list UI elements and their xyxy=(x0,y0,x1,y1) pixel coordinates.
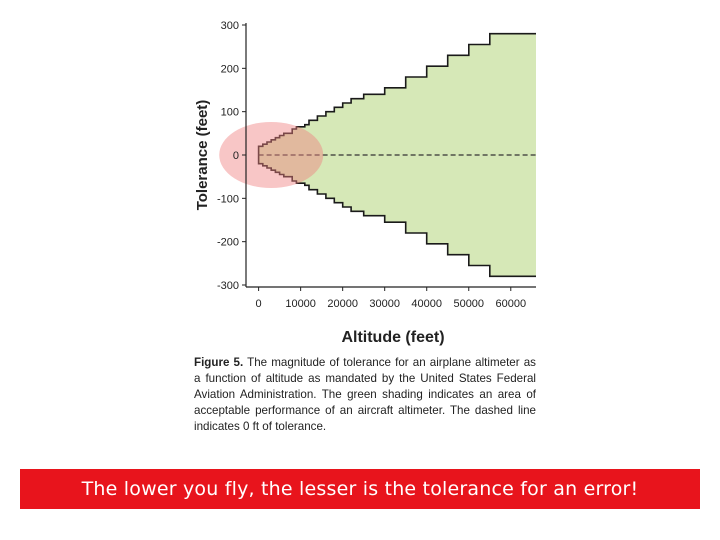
y-tick-label: 0 xyxy=(233,150,239,162)
y-tick-label: -200 xyxy=(217,237,239,249)
message-banner: The lower you fly, the lesser is the tol… xyxy=(20,469,700,509)
tolerance-chart: 300 200 100 0 -100 -200 -300 0 10000 20000 30000 40… xyxy=(194,20,536,346)
figure-label: Figure 5. xyxy=(194,356,244,369)
lower-tolerance-line xyxy=(257,155,536,278)
x-tick-label: 60000 xyxy=(495,298,526,310)
x-tick-label: 0 xyxy=(256,298,262,310)
figure-caption-text: The magnitude of tolerance for an airpla… xyxy=(194,356,536,433)
x-tick-label: 30000 xyxy=(369,298,400,310)
tick-labels: 300 200 100 0 -100 -200 -300 0 10000 20000 30000 40… xyxy=(217,20,526,310)
upper-tolerance-line xyxy=(257,32,536,155)
x-tick-label: 40000 xyxy=(411,298,442,310)
tolerance-area xyxy=(219,32,536,278)
x-tick-label: 10000 xyxy=(285,298,316,310)
x-tick-label: 50000 xyxy=(453,298,484,310)
chart-axes xyxy=(242,23,536,291)
banner-text: The lower you fly, the lesser is the tol… xyxy=(81,478,639,500)
x-axis-label: Altitude (feet) xyxy=(341,329,444,346)
y-tick-label: -300 xyxy=(217,280,239,292)
y-axis-label: Tolerance (feet) xyxy=(194,100,211,211)
y-tick-label: 300 xyxy=(221,20,239,32)
y-tick-label: 200 xyxy=(221,63,239,75)
figure-caption: Figure 5. The magnitude of tolerance for… xyxy=(194,355,536,435)
low-altitude-highlight xyxy=(219,122,324,188)
x-tick-label: 20000 xyxy=(327,298,358,310)
y-tick-label: -100 xyxy=(217,193,239,205)
y-tick-label: 100 xyxy=(221,107,239,119)
